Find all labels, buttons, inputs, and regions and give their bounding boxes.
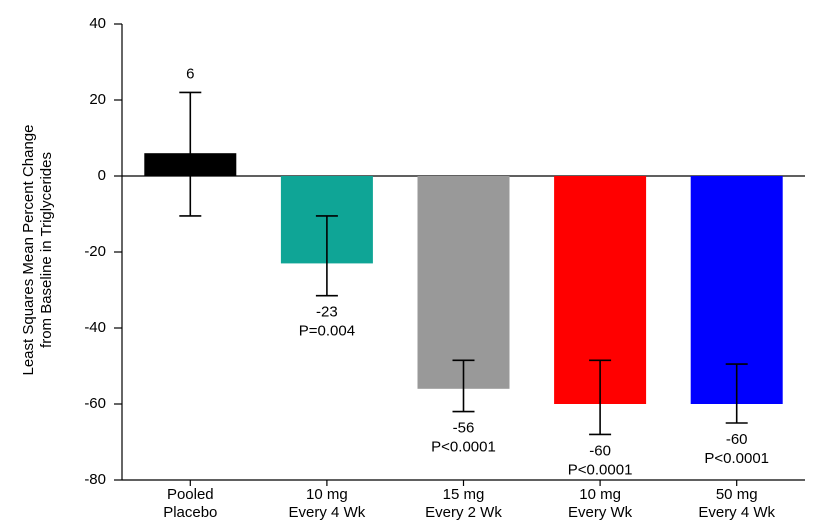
error-bar bbox=[589, 359, 612, 436]
value-label: -56 bbox=[453, 420, 475, 437]
x-tick-label-line: 10 mg bbox=[579, 486, 621, 503]
y-axis-title-line: from Baseline in Triglycerides bbox=[38, 152, 55, 348]
y-tick-label: 20 bbox=[89, 91, 106, 108]
p-value-label: P=0.004 bbox=[299, 323, 355, 340]
y-tick-label: 0 bbox=[98, 167, 106, 184]
y-tick-label: -20 bbox=[84, 243, 106, 260]
x-tick-label-line: Every 4 Wk bbox=[289, 504, 366, 521]
y-axis-title: Least Squares Mean Percent Changefrom Ba… bbox=[20, 125, 55, 376]
x-tick-label-line: 10 mg bbox=[306, 486, 348, 503]
y-tick-label: -40 bbox=[84, 319, 106, 336]
x-tick-label: 50 mg Every 4 Wk bbox=[698, 486, 775, 521]
x-tick-label: Pooled Placebo bbox=[163, 486, 217, 521]
x-tick-label-line: Every Wk bbox=[568, 504, 633, 521]
x-tick-label-line: 15 mg bbox=[443, 486, 485, 503]
x-tick-label-line: Pooled bbox=[167, 486, 214, 503]
value-label: -60 bbox=[726, 431, 748, 448]
x-tick-label: 15 mg Every 2 Wk bbox=[425, 486, 502, 521]
error-bar bbox=[179, 91, 202, 217]
x-tick-label-line: 50 mg bbox=[716, 486, 758, 503]
y-tick-label: -60 bbox=[84, 395, 106, 412]
error-bar bbox=[315, 215, 338, 297]
y-tick-label: 40 bbox=[89, 15, 106, 32]
error-bar bbox=[452, 359, 475, 413]
x-tick-label-line: Every 2 Wk bbox=[425, 504, 502, 521]
bar bbox=[417, 176, 510, 389]
value-label: -23 bbox=[316, 304, 338, 321]
x-tick-label-line: Every 4 Wk bbox=[698, 504, 775, 521]
p-value-label: P<0.0001 bbox=[431, 439, 496, 456]
p-value-label: P<0.0001 bbox=[568, 461, 633, 478]
p-value-label: P<0.0001 bbox=[704, 450, 769, 467]
value-label: 6 bbox=[186, 65, 194, 82]
value-label: -60 bbox=[589, 442, 611, 459]
x-tick-label: 10 mg Every 4 Wk bbox=[289, 486, 366, 521]
y-tick-label: -80 bbox=[84, 471, 106, 488]
error-bar bbox=[725, 363, 748, 424]
y-axis-title-line: Least Squares Mean Percent Change bbox=[20, 125, 37, 376]
x-tick-label: 10 mg Every Wk bbox=[568, 486, 633, 521]
x-tick-label-line: Placebo bbox=[163, 504, 217, 521]
